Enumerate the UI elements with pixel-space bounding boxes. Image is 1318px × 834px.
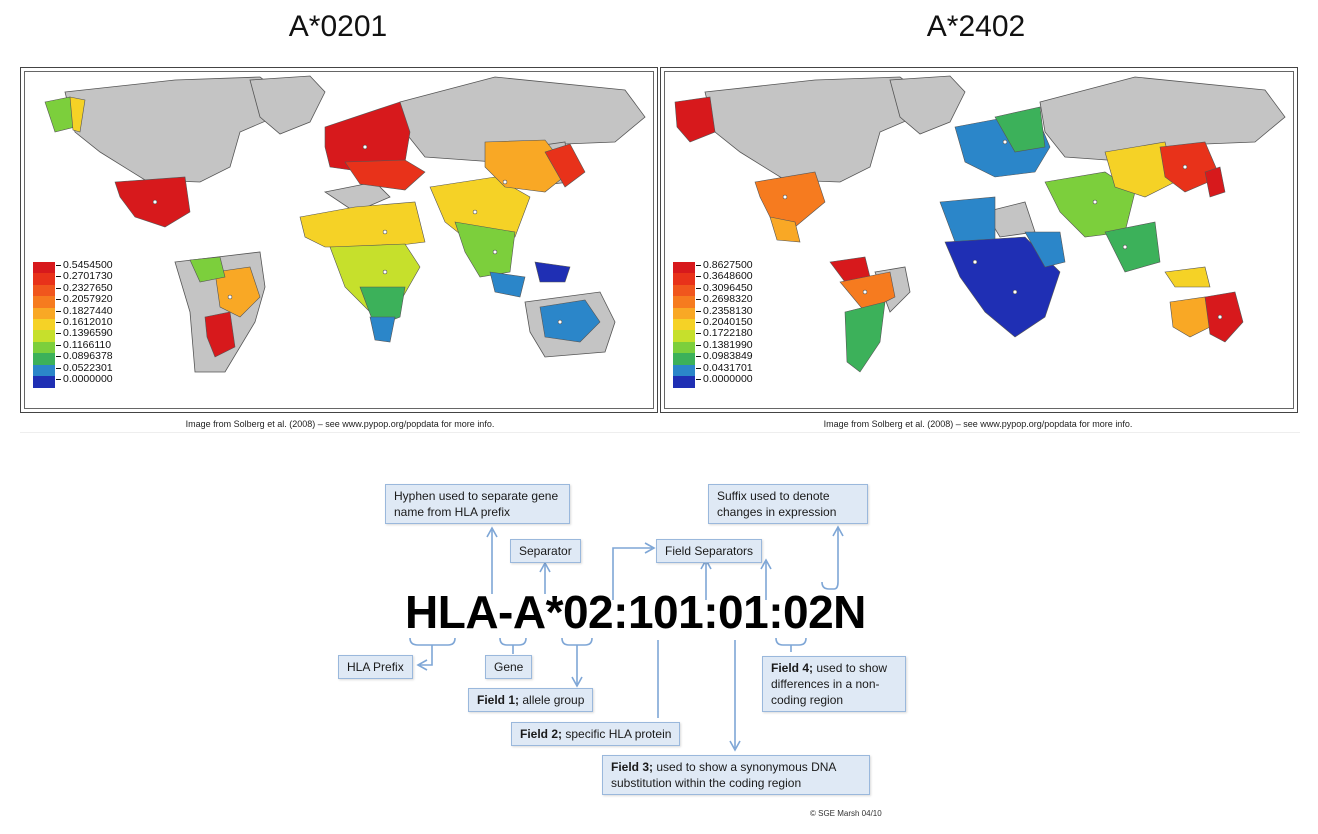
legend-value: 0.0522301 bbox=[56, 361, 113, 374]
legend-swatch bbox=[33, 341, 55, 354]
map-title-right: A*2402 bbox=[926, 10, 1026, 43]
legend-swatch bbox=[673, 330, 695, 343]
map-caption-right: Image from Solberg et al. (2008) – see w… bbox=[823, 419, 1133, 429]
legend-value: 0.1381990 bbox=[696, 338, 753, 351]
note-suffix: Suffix used to denote changes in express… bbox=[708, 484, 868, 524]
note-field-2-label: Field 2; bbox=[520, 727, 563, 741]
legend-swatch bbox=[673, 284, 695, 297]
legend-row: 0.3096450 bbox=[673, 281, 803, 297]
legend-row: 0.2701730 bbox=[33, 270, 163, 286]
legend-value: 0.1612010 bbox=[56, 315, 113, 328]
legend-value: 0.0000000 bbox=[696, 372, 753, 385]
legend-value: 0.2358130 bbox=[696, 304, 753, 317]
legend-row: 0.1722180 bbox=[673, 327, 803, 343]
legend-row: 0.1827440 bbox=[33, 304, 163, 320]
legend-row: 0.5454500 bbox=[33, 259, 163, 274]
legend-row: 0.0000000 bbox=[33, 372, 163, 388]
legend-swatch bbox=[33, 273, 55, 286]
legend-value: 0.3648600 bbox=[696, 270, 753, 283]
legend-value: 0.5454500 bbox=[56, 259, 113, 271]
legend-value: 0.2327650 bbox=[56, 281, 113, 294]
note-hla-prefix: HLA Prefix bbox=[338, 655, 413, 679]
legend-row: 0.0896378 bbox=[33, 350, 163, 366]
note-field-4-label: Field 4; bbox=[771, 661, 814, 675]
map-panel-left: 0.5454500 0.2701730 0.2327650 0.2057920 … bbox=[20, 67, 658, 413]
legend-swatch bbox=[673, 262, 695, 274]
legend-row: 0.1612010 bbox=[33, 315, 163, 331]
legend-swatch bbox=[33, 318, 55, 331]
legend-swatch bbox=[33, 364, 55, 377]
legend-swatch bbox=[673, 364, 695, 377]
legend-swatch bbox=[673, 307, 695, 320]
note-field-2-text: specific HLA protein bbox=[562, 727, 672, 741]
legend-row: 0.2698320 bbox=[673, 293, 803, 309]
legend-swatch bbox=[33, 353, 55, 366]
legend-row: 0.2358130 bbox=[673, 304, 803, 320]
legend-swatch bbox=[33, 296, 55, 309]
hla-allele-name: HLA-A*02:101:01:02N bbox=[405, 586, 866, 638]
legend-row: 0.1166110 bbox=[33, 338, 163, 354]
legend-row: 0.8627500 bbox=[673, 259, 803, 274]
legend-row: 0.0431701 bbox=[673, 361, 803, 377]
note-field-1-label: Field 1; bbox=[477, 693, 520, 707]
legend-value: 0.2057920 bbox=[56, 293, 113, 306]
legend-row: 0.0000000 bbox=[673, 372, 803, 388]
legend-value: 0.0983849 bbox=[696, 350, 753, 363]
map-panel-right: 0.8627500 0.3648600 0.3096450 0.2698320 … bbox=[660, 67, 1298, 413]
legend-swatch bbox=[673, 375, 695, 388]
legend-swatch bbox=[33, 262, 55, 274]
legend-swatch bbox=[33, 375, 55, 388]
legend-value: 0.0431701 bbox=[696, 361, 753, 374]
note-separator: Separator bbox=[510, 539, 581, 563]
copyright: © SGE Marsh 04/10 bbox=[810, 809, 882, 818]
note-gene: Gene bbox=[485, 655, 533, 679]
legend-value: 0.1827440 bbox=[56, 304, 113, 317]
legend-row: 0.1381990 bbox=[673, 338, 803, 354]
note-field-3-text: used to show a synonymous DNA substituti… bbox=[611, 760, 836, 790]
legend-value: 0.1166110 bbox=[55, 338, 112, 351]
legend-row: 0.3648600 bbox=[673, 270, 803, 286]
note-field-4-text: used to show differences in a non-coding… bbox=[771, 661, 888, 707]
note-field-4: Field 4; used to show differences in a n… bbox=[762, 656, 906, 712]
note-field-2: Field 2; specific HLA protein bbox=[511, 722, 681, 746]
legend-row: 0.0983849 bbox=[673, 350, 803, 366]
note-field-3: Field 3; used to show a synonymous DNA s… bbox=[602, 755, 870, 795]
legend-row: 0.1396590 bbox=[33, 327, 163, 343]
legend-swatch bbox=[33, 284, 55, 297]
divider bbox=[20, 432, 1300, 433]
legend-value: 0.8627500 bbox=[696, 259, 753, 271]
legend-value: 0.3096450 bbox=[696, 281, 753, 294]
legend-swatch bbox=[673, 341, 695, 354]
legend-row: 0.2040150 bbox=[673, 315, 803, 331]
legend-left: 0.5454500 0.2701730 0.2327650 0.2057920 … bbox=[33, 259, 163, 388]
legend-value: 0.1722180 bbox=[696, 327, 753, 340]
legend-value: 0.1396590 bbox=[56, 327, 113, 340]
note-field-3-label: Field 3; bbox=[611, 760, 654, 774]
legend-row: 0.2327650 bbox=[33, 281, 163, 297]
legend-value: 0.2040150 bbox=[696, 315, 753, 328]
legend-swatch bbox=[673, 353, 695, 366]
legend-right: 0.8627500 0.3648600 0.3096450 0.2698320 … bbox=[673, 259, 803, 388]
note-field-separators: Field Separators bbox=[656, 539, 763, 563]
legend-swatch bbox=[33, 307, 55, 320]
legend-swatch bbox=[673, 296, 695, 309]
legend-row: 0.0522301 bbox=[33, 361, 163, 377]
note-field-1-text: allele group bbox=[519, 693, 585, 707]
map-caption-left: Image from Solberg et al. (2008) – see w… bbox=[185, 419, 495, 429]
world-map-a0201 bbox=[44, 75, 646, 373]
world-map-a2402 bbox=[674, 75, 1286, 373]
legend-swatch bbox=[33, 330, 55, 343]
legend-swatch bbox=[673, 318, 695, 331]
legend-row: 0.2057920 bbox=[33, 293, 163, 309]
legend-value: 0.0000000 bbox=[56, 372, 113, 385]
legend-value: 0.2698320 bbox=[696, 293, 753, 306]
legend-swatch bbox=[673, 273, 695, 286]
legend-value: 0.2701730 bbox=[56, 270, 113, 283]
note-field-1: Field 1; allele group bbox=[468, 688, 594, 712]
map-title-left: A*0201 bbox=[288, 10, 388, 43]
note-hyphen: Hyphen used to separate gene name from H… bbox=[385, 484, 570, 524]
legend-value: 0.0896378 bbox=[56, 350, 113, 363]
